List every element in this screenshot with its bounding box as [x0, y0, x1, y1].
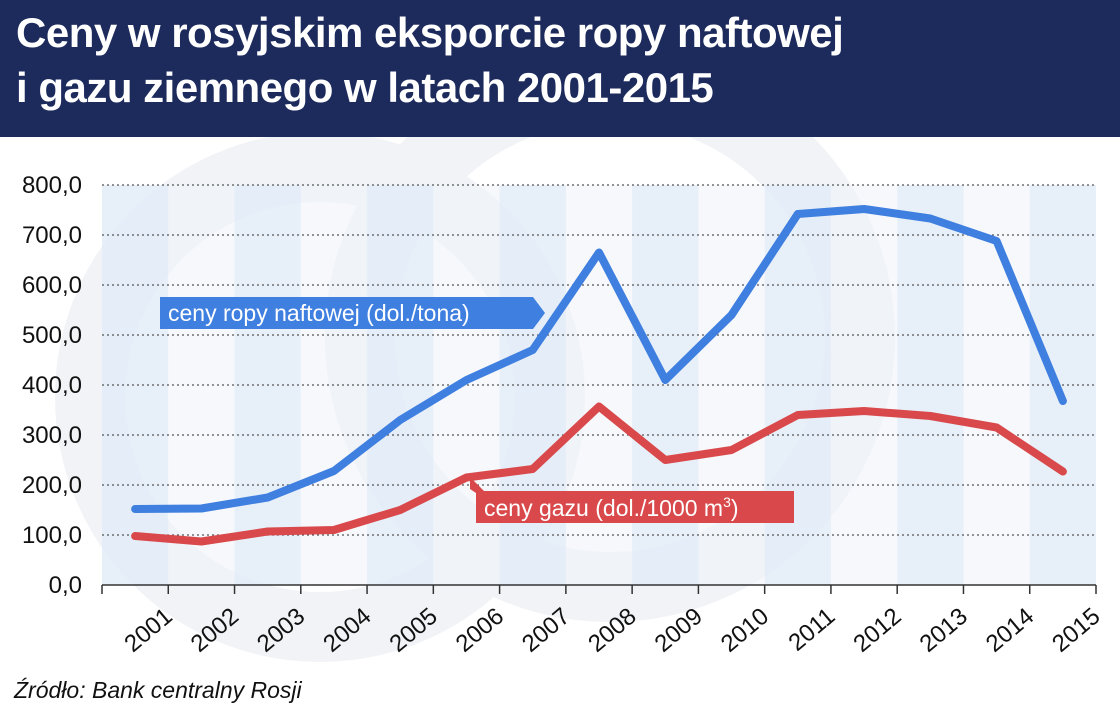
x-tick-label: 2013: [915, 603, 973, 658]
y-axis: 0,0 100,0 200,0 300,0 400,0 500,0 600,0 700,0 80…: [22, 172, 82, 599]
y-tick-label: 800,0: [22, 172, 82, 199]
y-tick-label: 700,0: [22, 222, 82, 249]
y-tick-label: 100,0: [22, 522, 82, 549]
gas-series-label: ceny gazu (dol./1000 m3): [470, 477, 794, 523]
x-tick-label: 2011: [783, 603, 840, 657]
source-note: Źródło: Bank centralny Rosji: [14, 677, 302, 703]
y-tick-label: 400,0: [22, 372, 82, 399]
chart-title-line-1: Ceny w rosyjskim eksporcie ropy naftowej: [16, 9, 844, 56]
y-tick-label: 200,0: [22, 472, 82, 499]
x-tick-label: 2014: [981, 603, 1039, 658]
x-tick-label: 2012: [848, 603, 906, 658]
x-tick-label: 2015: [1047, 603, 1105, 658]
y-tick-label: 0,0: [49, 572, 82, 599]
oil-price-line: [131, 205, 1067, 513]
gas-price-line: [131, 402, 1067, 546]
y-tick-label: 500,0: [22, 322, 82, 349]
oil-series-label-text: ceny ropy naftowej (dol./tona): [168, 300, 470, 326]
gas-series-label-text: ceny gazu (dol./1000 m3): [484, 494, 739, 521]
x-tick-label: 2010: [716, 603, 774, 658]
oil-series-label: ceny ropy naftowej (dol./tona): [160, 297, 545, 329]
y-tick-label: 300,0: [22, 422, 82, 449]
series-labels: ceny ropy naftowej (dol./tona) ceny gazu…: [160, 297, 794, 523]
chart: 0,0 100,0 200,0 300,0 400,0 500,0 600,0 700,0 80…: [22, 137, 1105, 662]
y-tick-label: 600,0: [22, 272, 82, 299]
series-lines: [131, 205, 1067, 546]
header-banner: Ceny w rosyjskim eksporcie ropy naftowej…: [0, 0, 1120, 137]
chart-title-line-2: i gazu ziemnego w latach 2001-2015: [16, 64, 714, 111]
column-band: [830, 185, 898, 585]
